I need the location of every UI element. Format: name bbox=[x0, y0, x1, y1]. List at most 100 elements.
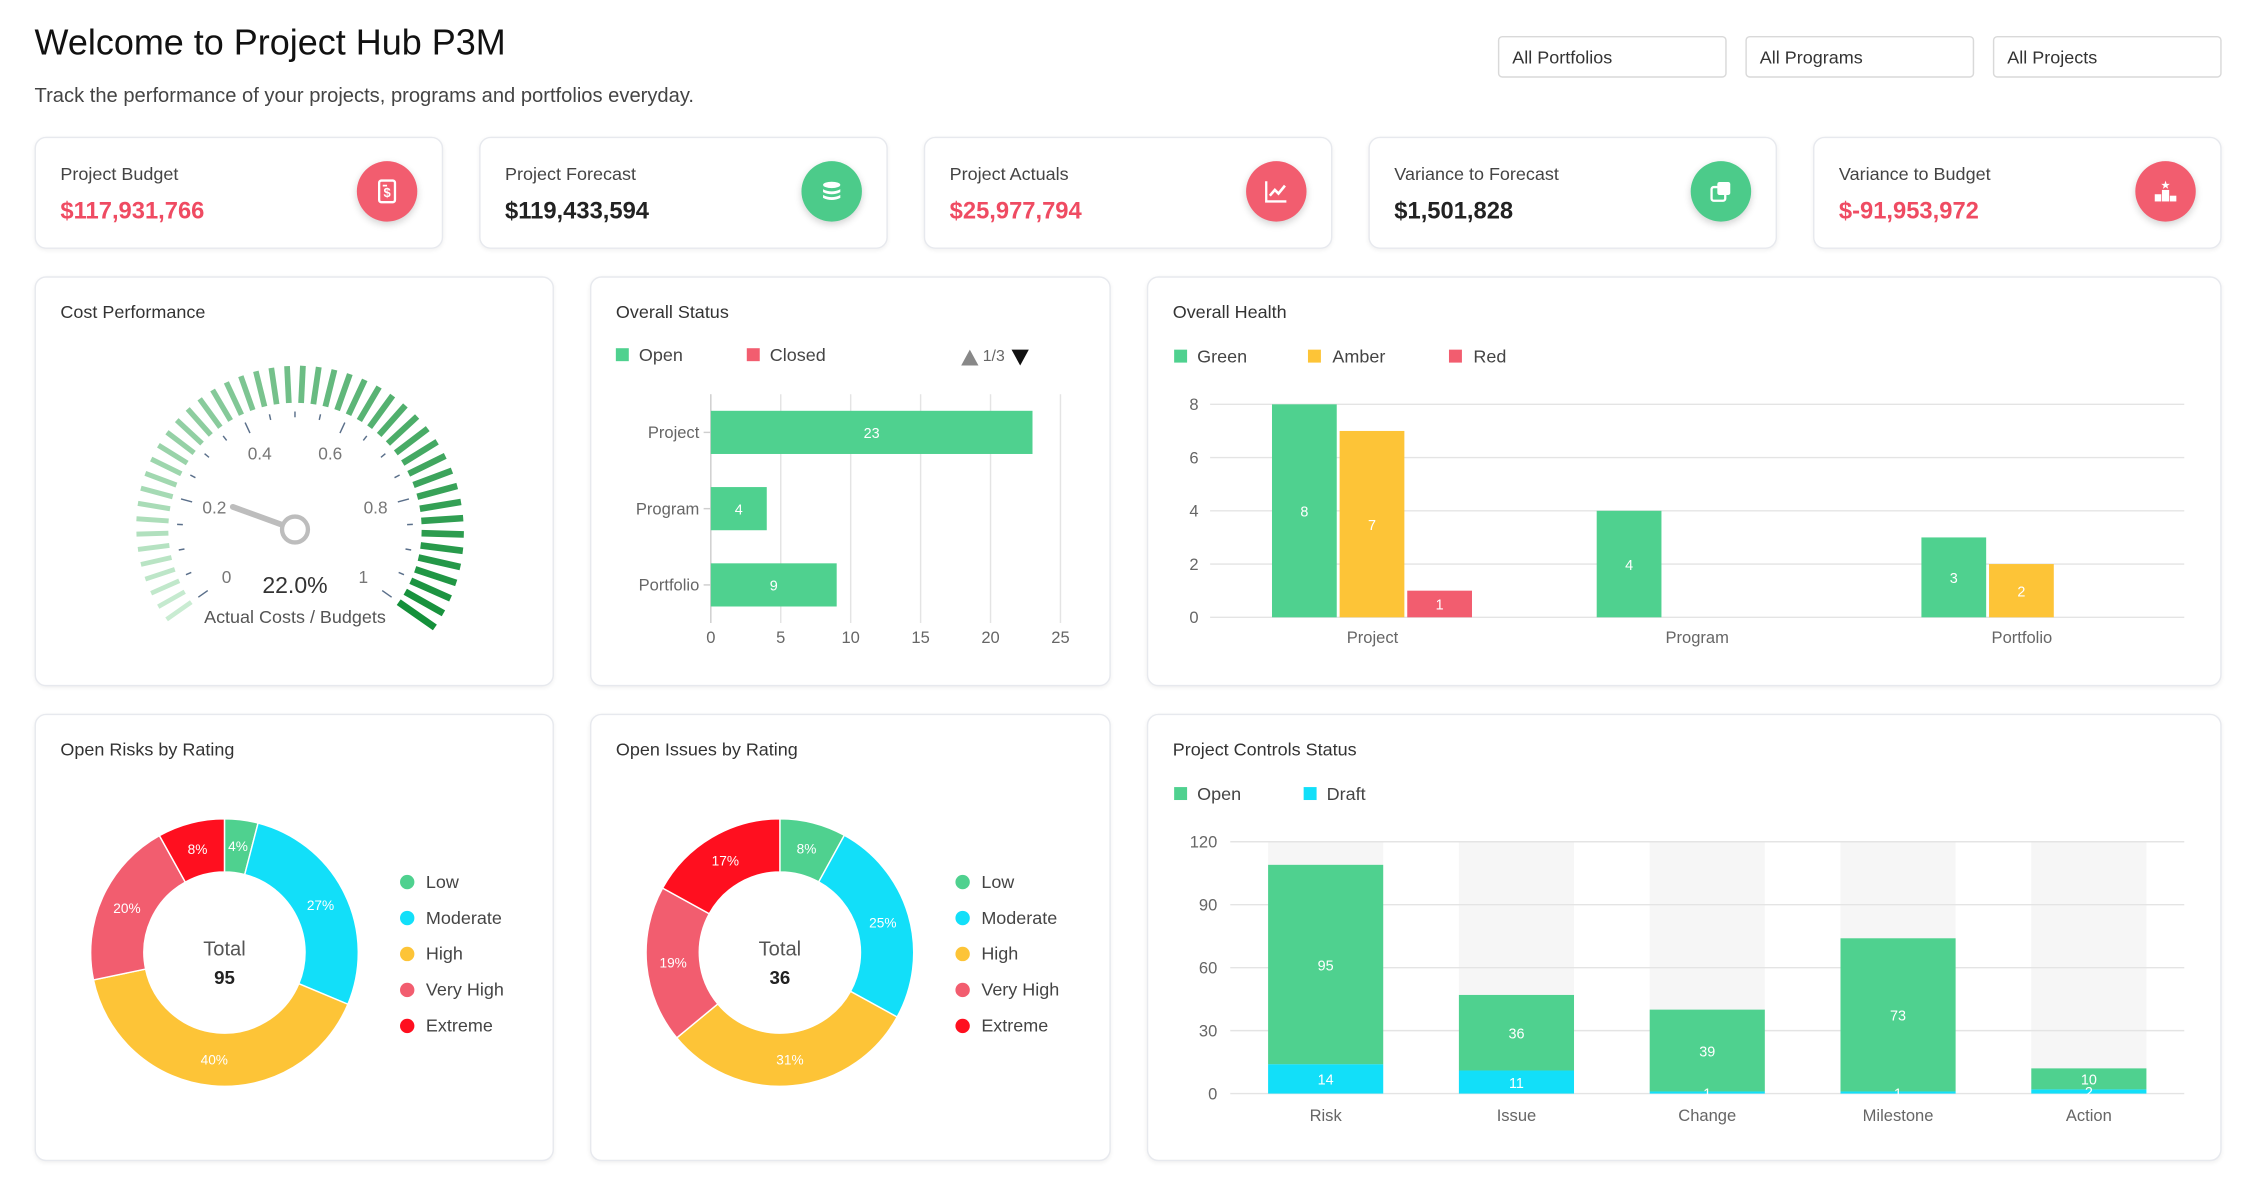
kpi-label: Variance to Forecast bbox=[1394, 164, 1559, 185]
x-tick-label: Portfolio bbox=[1992, 628, 2053, 647]
bar-value-label: 4 bbox=[1625, 558, 1633, 574]
legend-label-high[interactable]: High bbox=[426, 944, 463, 964]
legend-label-green[interactable]: Green bbox=[1197, 347, 1247, 367]
kpi-label: Project Forecast bbox=[505, 164, 637, 185]
gauge-tick bbox=[405, 548, 412, 551]
legend-label-closed[interactable]: Closed bbox=[770, 345, 826, 365]
x-tick-label: Action bbox=[2066, 1106, 2112, 1125]
gauge-segment bbox=[401, 439, 439, 466]
x-tick-label: 25 bbox=[1051, 628, 1069, 647]
legend-dot-very-high bbox=[400, 982, 415, 998]
legend-label-red[interactable]: Red bbox=[1473, 347, 1506, 367]
open-risks-donut: Total 95 Low Moderate High Very High Ext… bbox=[89, 818, 504, 1088]
open-issues-donut: Total 36 Low Moderate High Very High Ext… bbox=[645, 818, 1059, 1088]
legend-swatch-amber bbox=[1307, 349, 1321, 363]
legend-label-high[interactable]: High bbox=[981, 944, 1018, 964]
project-filter-select[interactable]: All Projects bbox=[1992, 35, 2222, 78]
y-tick-label: 6 bbox=[1189, 448, 1198, 467]
legend-label-moderate[interactable]: Moderate bbox=[981, 908, 1057, 928]
x-tick-label: 20 bbox=[981, 628, 999, 647]
legend-dot-extreme bbox=[955, 1018, 970, 1034]
gauge-segment bbox=[298, 365, 306, 404]
y-tick-label: 4 bbox=[1189, 502, 1198, 521]
gauge-segment bbox=[345, 378, 368, 417]
legend-dot-moderate bbox=[955, 910, 970, 926]
kpi-value: $-91,953,972 bbox=[1838, 198, 1979, 225]
donut-center-label: Total bbox=[203, 938, 246, 960]
legend-label-very-high[interactable]: Very High bbox=[426, 980, 504, 1000]
x-tick-label: Project bbox=[1347, 628, 1399, 647]
legend-pager: 1/3 bbox=[983, 348, 1005, 365]
gauge-tick-label: 0.4 bbox=[248, 444, 272, 464]
gauge-segment bbox=[284, 365, 292, 404]
gauge-segment bbox=[420, 542, 464, 555]
donut-slice-label: 31% bbox=[776, 1052, 803, 1067]
bar-value-label: 9 bbox=[770, 579, 778, 595]
y-tick-label: 2 bbox=[1189, 555, 1198, 574]
gauge-segment bbox=[414, 566, 458, 587]
legend-label-moderate[interactable]: Moderate bbox=[426, 908, 502, 928]
card-title: Overall Health bbox=[1172, 302, 1287, 323]
legend-label-amber[interactable]: Amber bbox=[1332, 347, 1385, 367]
bar-value-label: 73 bbox=[1890, 1009, 1906, 1025]
gauge-tick bbox=[222, 435, 228, 441]
legend-label-draft[interactable]: Draft bbox=[1327, 784, 1366, 804]
legend-dot-moderate bbox=[400, 910, 415, 926]
legend-label-open[interactable]: Open bbox=[639, 345, 683, 365]
legend-swatch-closed bbox=[746, 348, 760, 362]
y-tick-label: Portfolio bbox=[639, 576, 700, 595]
card-title: Open Risks by Rating bbox=[60, 739, 235, 760]
kpi-label: Project Actuals bbox=[949, 164, 1069, 185]
program-filter-select[interactable]: All Programs bbox=[1745, 35, 1975, 78]
donut-slice-label: 27% bbox=[307, 898, 334, 913]
x-tick-label: Milestone bbox=[1863, 1106, 1934, 1125]
kpi-value: $119,433,594 bbox=[505, 198, 649, 225]
bar-draft bbox=[1268, 1064, 1384, 1094]
gauge-segment bbox=[136, 516, 169, 524]
gauge-segment bbox=[150, 578, 181, 596]
bar bbox=[710, 563, 837, 607]
gauge-segment bbox=[412, 467, 454, 489]
bar-value-label: 36 bbox=[1508, 1026, 1524, 1042]
donut-slice bbox=[92, 968, 349, 1088]
gauge-tick-label: 1 bbox=[359, 567, 369, 587]
legend-label-very-high[interactable]: Very High bbox=[981, 980, 1059, 1000]
bar-value-label: 4 bbox=[735, 502, 743, 518]
gauge-segment bbox=[238, 375, 256, 412]
legend-label-low[interactable]: Low bbox=[426, 872, 460, 892]
x-tick-label: Change bbox=[1678, 1106, 1736, 1125]
gauge-segment bbox=[310, 366, 322, 405]
bar-open bbox=[2031, 1068, 2147, 1090]
kpi-value: $1,501,828 bbox=[1394, 198, 1514, 225]
legend-label-extreme[interactable]: Extreme bbox=[981, 1016, 1048, 1036]
legend-page-down-icon[interactable] bbox=[1011, 349, 1029, 366]
gauge-segment bbox=[409, 577, 452, 602]
gauge-tick bbox=[380, 453, 386, 458]
y-tick-label: Program bbox=[636, 499, 699, 518]
portfolio-filter-select[interactable]: All Portfolios bbox=[1497, 35, 1727, 78]
bar-value-label: 39 bbox=[1699, 1044, 1715, 1060]
open-risks-card: Open Risks by Rating Total 95 Low Modera… bbox=[34, 713, 554, 1162]
kpi-value: $25,977,794 bbox=[949, 198, 1082, 225]
legend-label-low[interactable]: Low bbox=[981, 872, 1015, 892]
legend-label-extreme[interactable]: Extreme bbox=[426, 1016, 493, 1036]
y-tick-label: 30 bbox=[1199, 1021, 1217, 1040]
legend-page-up-icon[interactable] bbox=[961, 349, 979, 366]
kpi-label: Variance to Budget bbox=[1838, 164, 1991, 185]
donut-slice bbox=[817, 834, 915, 1018]
bar-value-label: 1 bbox=[1703, 1086, 1711, 1102]
bar-value-label: 10 bbox=[2081, 1073, 2097, 1089]
gauge-tick-label: 0 bbox=[222, 567, 232, 587]
bar-value-label: 1 bbox=[1436, 598, 1444, 614]
kpi-card-variance-forecast: Variance to Forecast $1,501,828 bbox=[1368, 136, 1778, 249]
gauge-segment bbox=[140, 485, 174, 500]
legend-label-open[interactable]: Open bbox=[1197, 784, 1241, 804]
donut-slice-label: 8% bbox=[188, 842, 208, 857]
gauge-segment bbox=[421, 529, 464, 538]
bar-value-label: 95 bbox=[1318, 958, 1334, 974]
overall-status-card: Overall Status Open Closed 1/3 0 5 10 15 20 2… bbox=[589, 276, 1111, 687]
gauge-segment bbox=[223, 381, 244, 416]
y-tick-label: 90 bbox=[1199, 895, 1217, 914]
gauge-tick bbox=[397, 498, 410, 503]
